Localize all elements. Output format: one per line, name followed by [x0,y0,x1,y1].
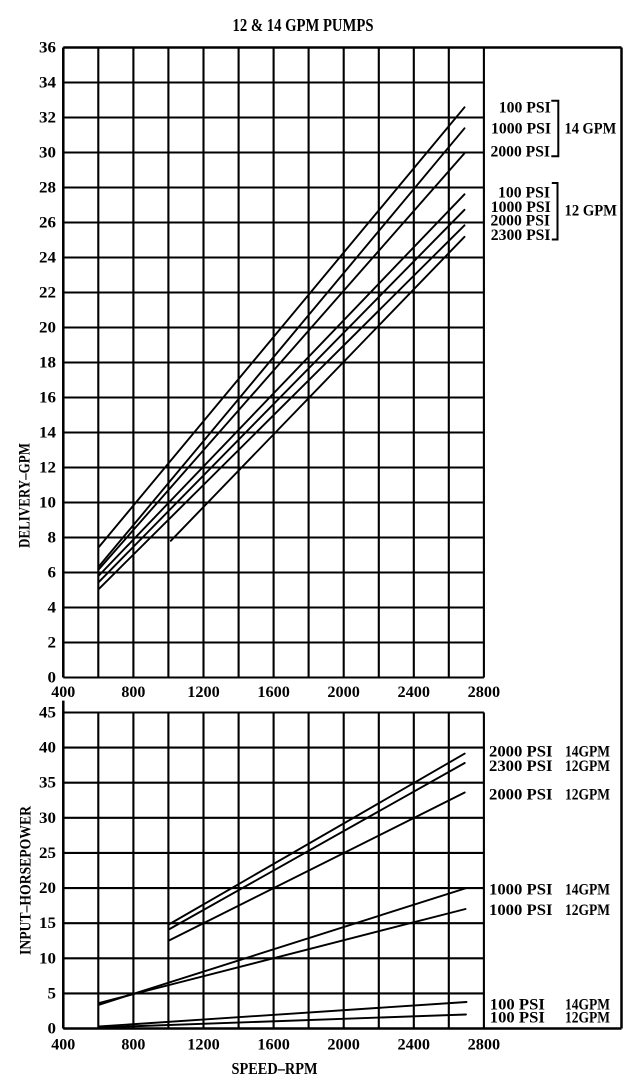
svg-text:800: 800 [121,684,145,701]
svg-text:400: 400 [51,684,75,701]
svg-text:14GPM: 14GPM [565,744,610,761]
svg-text:14: 14 [39,425,56,442]
svg-text:12 GPM: 12 GPM [565,202,618,219]
svg-text:32: 32 [39,110,56,127]
svg-text:12: 12 [39,460,56,477]
svg-text:2800: 2800 [468,684,501,701]
svg-text:16: 16 [39,390,56,407]
svg-text:100 PSI: 100 PSI [498,185,550,202]
svg-text:25: 25 [39,845,56,862]
svg-text:5: 5 [48,985,57,1002]
svg-text:1200: 1200 [187,684,220,701]
svg-text:35: 35 [39,775,56,792]
svg-text:0: 0 [48,1021,57,1038]
svg-text:2800: 2800 [468,1037,501,1054]
svg-text:2000: 2000 [327,684,360,701]
svg-text:0: 0 [48,670,57,687]
svg-text:1600: 1600 [257,1037,290,1054]
svg-text:1000 PSI: 1000 PSI [489,882,553,899]
svg-text:20: 20 [39,880,56,897]
svg-text:100 PSI: 100 PSI [490,1009,545,1026]
svg-text:INPUT–HORSEPOWER: INPUT–HORSEPOWER [18,806,35,955]
svg-text:12 & 14 GPM PUMPS: 12 & 14 GPM PUMPS [233,15,374,35]
svg-text:30: 30 [39,810,56,827]
svg-text:26: 26 [39,215,56,232]
svg-text:4: 4 [48,600,57,617]
svg-text:2000: 2000 [327,1037,360,1054]
svg-text:2000 PSI: 2000 PSI [491,213,551,230]
svg-text:12GPM: 12GPM [565,758,610,775]
svg-text:2: 2 [48,635,57,652]
svg-text:1000 PSI: 1000 PSI [491,120,551,137]
svg-text:10: 10 [39,950,56,967]
svg-text:14GPM: 14GPM [565,882,610,899]
svg-text:100 PSI: 100 PSI [499,100,551,117]
svg-text:30: 30 [39,145,56,162]
svg-text:800: 800 [121,1037,145,1054]
svg-text:1000 PSI: 1000 PSI [491,199,551,216]
svg-text:100 PSI: 100 PSI [490,996,545,1013]
svg-text:SPEED–RPM: SPEED–RPM [232,1059,318,1078]
svg-text:24: 24 [39,250,56,267]
svg-text:2400: 2400 [398,684,431,701]
svg-text:40: 40 [39,740,56,757]
svg-text:28: 28 [39,180,56,197]
svg-text:36: 36 [39,40,56,57]
svg-text:DELIVERY–GPM: DELIVERY–GPM [17,443,34,548]
svg-text:2400: 2400 [398,1037,431,1054]
svg-text:15: 15 [39,915,56,932]
svg-text:22: 22 [39,285,56,302]
svg-text:34: 34 [39,75,56,92]
svg-text:2300 PSI: 2300 PSI [489,758,553,775]
svg-text:12GPM: 12GPM [565,1009,610,1026]
svg-text:8: 8 [48,530,57,547]
svg-text:10: 10 [39,495,56,512]
svg-text:400: 400 [51,1037,75,1054]
svg-text:45: 45 [39,705,56,722]
svg-text:2000 PSI: 2000 PSI [489,744,553,761]
svg-text:1600: 1600 [257,684,290,701]
svg-text:1200: 1200 [187,1037,220,1054]
svg-text:18: 18 [39,355,56,372]
svg-text:20: 20 [39,320,56,337]
svg-text:2000 PSI: 2000 PSI [491,143,551,160]
svg-text:2000 PSI: 2000 PSI [489,786,553,803]
svg-text:12GPM: 12GPM [565,902,610,919]
svg-text:2300 PSI: 2300 PSI [491,227,551,244]
svg-text:14GPM: 14GPM [565,996,610,1013]
svg-text:14 GPM: 14 GPM [565,120,617,137]
svg-text:12GPM: 12GPM [565,786,610,803]
svg-text:6: 6 [48,565,57,582]
svg-text:1000 PSI: 1000 PSI [489,902,553,919]
